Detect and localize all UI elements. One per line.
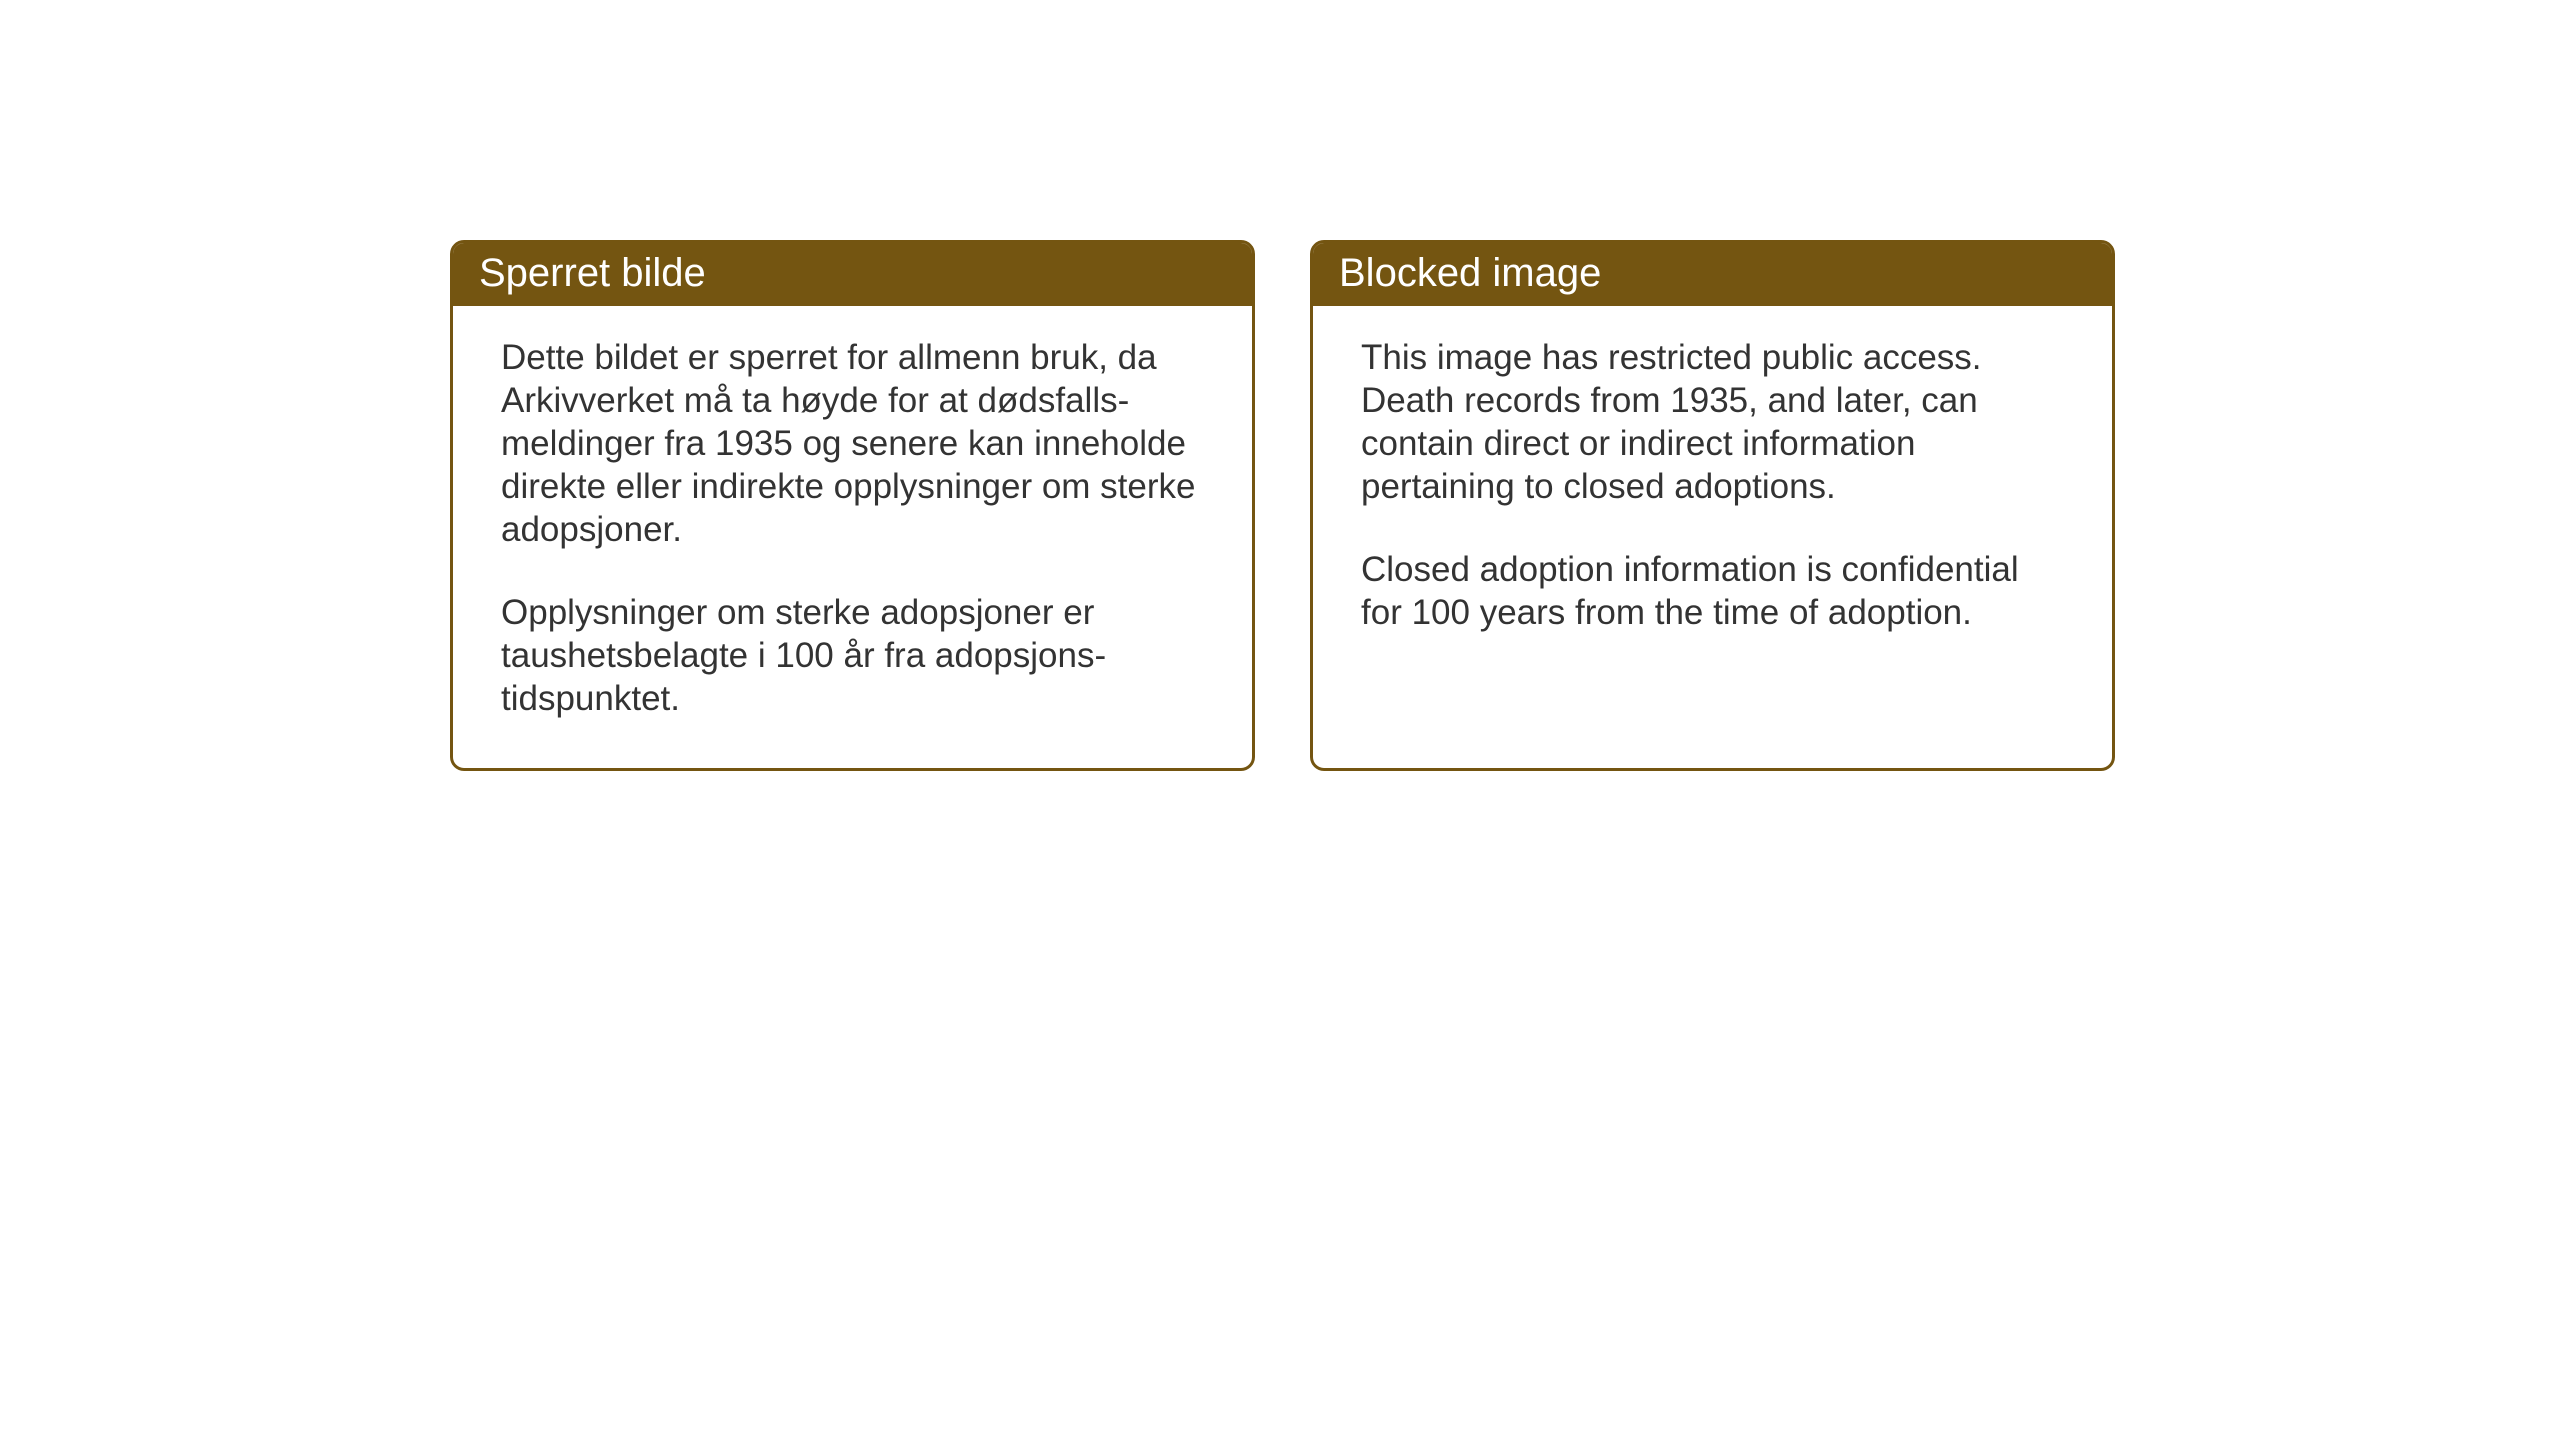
norwegian-notice-header: Sperret bilde [453,243,1252,306]
english-title: Blocked image [1339,251,1601,295]
norwegian-notice-body: Dette bildet er sperret for allmenn bruk… [453,306,1252,768]
norwegian-paragraph-1: Dette bildet er sperret for allmenn bruk… [501,336,1204,551]
english-notice-box: Blocked image This image has restricted … [1310,240,2115,771]
norwegian-notice-box: Sperret bilde Dette bildet er sperret fo… [450,240,1255,771]
english-notice-header: Blocked image [1313,243,2112,306]
norwegian-title: Sperret bilde [479,251,706,295]
norwegian-paragraph-2: Opplysninger om sterke adopsjoner er tau… [501,591,1204,720]
english-paragraph-2: Closed adoption information is confident… [1361,548,2064,634]
english-paragraph-1: This image has restricted public access.… [1361,336,2064,508]
english-notice-body: This image has restricted public access.… [1313,306,2112,726]
notice-container: Sperret bilde Dette bildet er sperret fo… [450,240,2115,771]
